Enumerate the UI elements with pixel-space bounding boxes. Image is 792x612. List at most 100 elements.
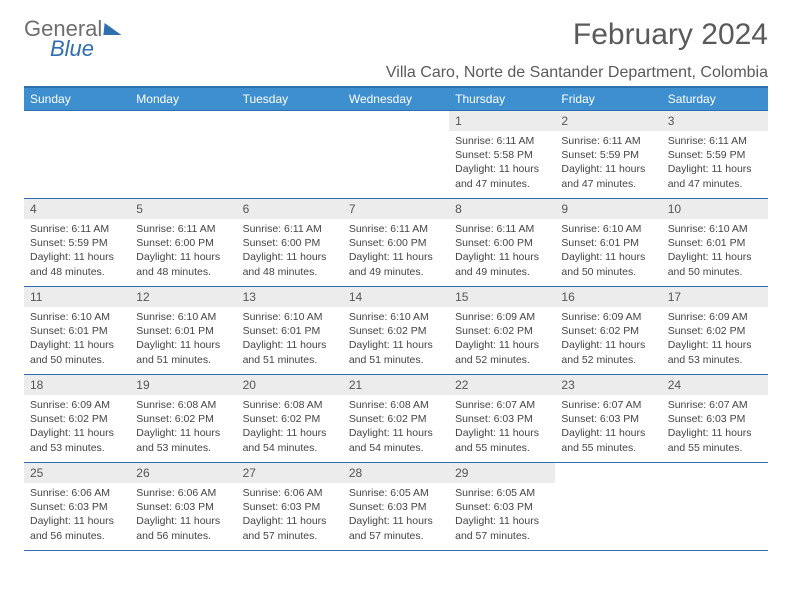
empty-day	[662, 463, 768, 483]
calendar-cell: 6Sunrise: 6:11 AMSunset: 6:00 PMDaylight…	[237, 199, 343, 287]
calendar-cell: 9Sunrise: 6:10 AMSunset: 6:01 PMDaylight…	[555, 199, 661, 287]
calendar-cell: 22Sunrise: 6:07 AMSunset: 6:03 PMDayligh…	[449, 375, 555, 463]
logo-triangle-icon	[104, 23, 123, 35]
day-details: Sunrise: 6:09 AMSunset: 6:02 PMDaylight:…	[662, 307, 768, 367]
day-number: 9	[555, 199, 661, 219]
calendar-cell: 10Sunrise: 6:10 AMSunset: 6:01 PMDayligh…	[662, 199, 768, 287]
month-title: February 2024	[573, 18, 768, 52]
day-details: Sunrise: 6:09 AMSunset: 6:02 PMDaylight:…	[449, 307, 555, 367]
calendar-cell: 1Sunrise: 6:11 AMSunset: 5:58 PMDaylight…	[449, 111, 555, 199]
dow-row: SundayMondayTuesdayWednesdayThursdayFrid…	[24, 88, 768, 111]
calendar-cell: 21Sunrise: 6:08 AMSunset: 6:02 PMDayligh…	[343, 375, 449, 463]
dow-header: Tuesday	[237, 88, 343, 111]
day-number: 14	[343, 287, 449, 307]
day-details: Sunrise: 6:06 AMSunset: 6:03 PMDaylight:…	[24, 483, 130, 543]
location-text: Villa Caro, Norte de Santander Departmen…	[24, 64, 768, 88]
day-details: Sunrise: 6:11 AMSunset: 5:58 PMDaylight:…	[449, 131, 555, 191]
day-number: 26	[130, 463, 236, 483]
day-number: 22	[449, 375, 555, 395]
calendar-cell	[662, 463, 768, 551]
day-number: 8	[449, 199, 555, 219]
dow-header: Sunday	[24, 88, 130, 111]
day-details: Sunrise: 6:09 AMSunset: 6:02 PMDaylight:…	[555, 307, 661, 367]
day-details: Sunrise: 6:06 AMSunset: 6:03 PMDaylight:…	[130, 483, 236, 543]
day-details: Sunrise: 6:07 AMSunset: 6:03 PMDaylight:…	[662, 395, 768, 455]
calendar-cell: 13Sunrise: 6:10 AMSunset: 6:01 PMDayligh…	[237, 287, 343, 375]
logo: General Blue	[24, 18, 122, 60]
calendar-cell: 20Sunrise: 6:08 AMSunset: 6:02 PMDayligh…	[237, 375, 343, 463]
calendar-cell	[343, 111, 449, 199]
day-details: Sunrise: 6:08 AMSunset: 6:02 PMDaylight:…	[237, 395, 343, 455]
title-block: February 2024	[573, 18, 768, 52]
day-details: Sunrise: 6:11 AMSunset: 5:59 PMDaylight:…	[24, 219, 130, 279]
calendar-cell: 25Sunrise: 6:06 AMSunset: 6:03 PMDayligh…	[24, 463, 130, 551]
day-details: Sunrise: 6:11 AMSunset: 6:00 PMDaylight:…	[449, 219, 555, 279]
day-number: 25	[24, 463, 130, 483]
day-number: 12	[130, 287, 236, 307]
day-number: 16	[555, 287, 661, 307]
calendar-cell: 8Sunrise: 6:11 AMSunset: 6:00 PMDaylight…	[449, 199, 555, 287]
day-details: Sunrise: 6:10 AMSunset: 6:02 PMDaylight:…	[343, 307, 449, 367]
day-details: Sunrise: 6:10 AMSunset: 6:01 PMDaylight:…	[662, 219, 768, 279]
day-details: Sunrise: 6:11 AMSunset: 6:00 PMDaylight:…	[237, 219, 343, 279]
calendar-cell	[237, 111, 343, 199]
calendar-week: 25Sunrise: 6:06 AMSunset: 6:03 PMDayligh…	[24, 463, 768, 551]
day-details: Sunrise: 6:11 AMSunset: 6:00 PMDaylight:…	[343, 219, 449, 279]
calendar-cell	[24, 111, 130, 199]
day-number: 3	[662, 111, 768, 131]
day-details: Sunrise: 6:10 AMSunset: 6:01 PMDaylight:…	[237, 307, 343, 367]
calendar-cell: 29Sunrise: 6:05 AMSunset: 6:03 PMDayligh…	[449, 463, 555, 551]
calendar-cell: 14Sunrise: 6:10 AMSunset: 6:02 PMDayligh…	[343, 287, 449, 375]
day-details: Sunrise: 6:05 AMSunset: 6:03 PMDaylight:…	[343, 483, 449, 543]
day-details: Sunrise: 6:11 AMSunset: 5:59 PMDaylight:…	[555, 131, 661, 191]
day-number: 18	[24, 375, 130, 395]
calendar-cell	[555, 463, 661, 551]
calendar-cell: 23Sunrise: 6:07 AMSunset: 6:03 PMDayligh…	[555, 375, 661, 463]
day-number: 6	[237, 199, 343, 219]
day-details: Sunrise: 6:10 AMSunset: 6:01 PMDaylight:…	[130, 307, 236, 367]
day-number: 19	[130, 375, 236, 395]
empty-day	[237, 111, 343, 131]
empty-day	[24, 111, 130, 131]
day-number: 27	[237, 463, 343, 483]
day-number: 1	[449, 111, 555, 131]
day-details: Sunrise: 6:07 AMSunset: 6:03 PMDaylight:…	[555, 395, 661, 455]
calendar-cell: 28Sunrise: 6:05 AMSunset: 6:03 PMDayligh…	[343, 463, 449, 551]
calendar-cell: 19Sunrise: 6:08 AMSunset: 6:02 PMDayligh…	[130, 375, 236, 463]
calendar-cell: 11Sunrise: 6:10 AMSunset: 6:01 PMDayligh…	[24, 287, 130, 375]
empty-day	[343, 111, 449, 131]
calendar-week: 18Sunrise: 6:09 AMSunset: 6:02 PMDayligh…	[24, 375, 768, 463]
day-number: 5	[130, 199, 236, 219]
day-number: 11	[24, 287, 130, 307]
calendar-cell: 26Sunrise: 6:06 AMSunset: 6:03 PMDayligh…	[130, 463, 236, 551]
calendar-cell: 7Sunrise: 6:11 AMSunset: 6:00 PMDaylight…	[343, 199, 449, 287]
empty-day	[130, 111, 236, 131]
day-number: 23	[555, 375, 661, 395]
empty-day	[555, 463, 661, 483]
day-details: Sunrise: 6:07 AMSunset: 6:03 PMDaylight:…	[449, 395, 555, 455]
calendar-cell: 15Sunrise: 6:09 AMSunset: 6:02 PMDayligh…	[449, 287, 555, 375]
calendar-table: SundayMondayTuesdayWednesdayThursdayFrid…	[24, 88, 768, 551]
logo-text-bottom: Blue	[50, 38, 122, 60]
calendar-week: 4Sunrise: 6:11 AMSunset: 5:59 PMDaylight…	[24, 199, 768, 287]
day-number: 21	[343, 375, 449, 395]
calendar-week: 1Sunrise: 6:11 AMSunset: 5:58 PMDaylight…	[24, 111, 768, 199]
dow-header: Monday	[130, 88, 236, 111]
dow-header: Thursday	[449, 88, 555, 111]
day-number: 20	[237, 375, 343, 395]
calendar-week: 11Sunrise: 6:10 AMSunset: 6:01 PMDayligh…	[24, 287, 768, 375]
day-details: Sunrise: 6:08 AMSunset: 6:02 PMDaylight:…	[343, 395, 449, 455]
day-number: 17	[662, 287, 768, 307]
day-number: 2	[555, 111, 661, 131]
day-number: 7	[343, 199, 449, 219]
day-number: 24	[662, 375, 768, 395]
day-number: 28	[343, 463, 449, 483]
calendar-cell: 24Sunrise: 6:07 AMSunset: 6:03 PMDayligh…	[662, 375, 768, 463]
calendar-cell: 27Sunrise: 6:06 AMSunset: 6:03 PMDayligh…	[237, 463, 343, 551]
calendar-cell: 17Sunrise: 6:09 AMSunset: 6:02 PMDayligh…	[662, 287, 768, 375]
calendar-cell: 2Sunrise: 6:11 AMSunset: 5:59 PMDaylight…	[555, 111, 661, 199]
calendar-cell: 5Sunrise: 6:11 AMSunset: 6:00 PMDaylight…	[130, 199, 236, 287]
day-details: Sunrise: 6:05 AMSunset: 6:03 PMDaylight:…	[449, 483, 555, 543]
day-number: 4	[24, 199, 130, 219]
calendar-cell: 4Sunrise: 6:11 AMSunset: 5:59 PMDaylight…	[24, 199, 130, 287]
